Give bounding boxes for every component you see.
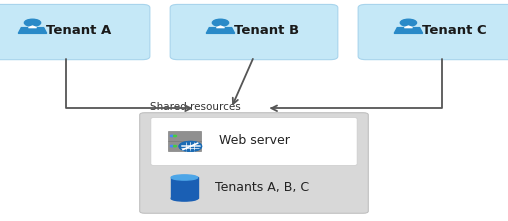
Bar bbox=[171, 177, 198, 198]
Ellipse shape bbox=[171, 196, 198, 201]
Circle shape bbox=[170, 135, 173, 137]
Text: Web server: Web server bbox=[219, 134, 290, 147]
Circle shape bbox=[24, 19, 41, 26]
Circle shape bbox=[170, 145, 173, 147]
Polygon shape bbox=[28, 26, 37, 28]
Circle shape bbox=[400, 19, 417, 26]
Circle shape bbox=[174, 145, 177, 147]
FancyBboxPatch shape bbox=[358, 4, 508, 60]
Text: Tenant C: Tenant C bbox=[422, 25, 487, 37]
Circle shape bbox=[179, 141, 202, 151]
FancyBboxPatch shape bbox=[0, 4, 150, 60]
Polygon shape bbox=[206, 28, 235, 33]
Ellipse shape bbox=[171, 175, 198, 180]
Circle shape bbox=[212, 19, 229, 26]
Bar bbox=[168, 131, 201, 141]
Polygon shape bbox=[18, 28, 47, 33]
Text: Tenant B: Tenant B bbox=[234, 25, 299, 37]
Text: Tenant A: Tenant A bbox=[46, 25, 111, 37]
Polygon shape bbox=[404, 26, 412, 28]
Circle shape bbox=[174, 135, 177, 137]
Text: Tenants A, B, C: Tenants A, B, C bbox=[215, 181, 309, 194]
Bar bbox=[168, 141, 201, 151]
FancyBboxPatch shape bbox=[170, 4, 338, 60]
Polygon shape bbox=[394, 28, 423, 33]
FancyBboxPatch shape bbox=[140, 113, 368, 213]
FancyBboxPatch shape bbox=[151, 118, 357, 165]
Polygon shape bbox=[216, 26, 225, 28]
Text: Shared resources: Shared resources bbox=[150, 102, 241, 112]
